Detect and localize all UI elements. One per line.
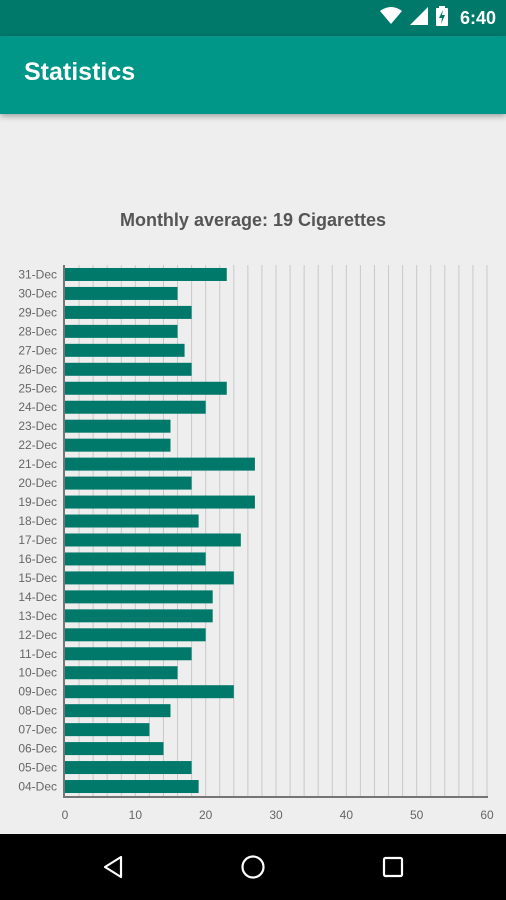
x-tick-label: 30: [269, 808, 283, 822]
bar: [65, 400, 206, 414]
category-label: 21-Dec: [18, 457, 57, 471]
bar: [65, 723, 150, 737]
category-label: 06-Dec: [18, 742, 57, 756]
category-label: 28-Dec: [18, 324, 57, 338]
bar: [65, 324, 178, 338]
bar: [65, 704, 171, 718]
bar: [65, 343, 185, 357]
bar: [65, 552, 206, 566]
category-label: 22-Dec: [18, 438, 57, 452]
category-label: 05-Dec: [18, 761, 57, 775]
x-tick-label: 10: [129, 808, 143, 822]
category-label: 23-Dec: [18, 419, 57, 433]
category-label: 26-Dec: [18, 362, 57, 376]
category-label: 14-Dec: [18, 590, 57, 604]
category-label: 31-Dec: [18, 267, 57, 281]
bar: [65, 476, 192, 490]
bar: [65, 571, 234, 585]
bar: [65, 533, 241, 547]
category-label: 08-Dec: [18, 704, 57, 718]
bar: [65, 590, 213, 604]
category-label: 17-Dec: [18, 533, 57, 547]
bar: [65, 609, 213, 623]
recents-button[interactable]: [373, 847, 413, 887]
bar: [65, 286, 178, 300]
back-icon: [103, 855, 123, 879]
category-label: 27-Dec: [18, 343, 57, 357]
app-bar: Statistics: [0, 36, 506, 114]
recents-icon: [382, 856, 404, 878]
signal-icon: [409, 6, 428, 30]
bar: [65, 305, 192, 319]
category-label: 12-Dec: [18, 628, 57, 642]
bar: [65, 457, 255, 471]
x-tick-label: 50: [410, 808, 424, 822]
wifi-icon: [379, 6, 402, 30]
x-tick-label: 40: [340, 808, 354, 822]
bar: [65, 780, 199, 794]
category-label: 16-Dec: [18, 552, 57, 566]
bar: [65, 362, 192, 376]
bar: [65, 381, 227, 395]
category-label: 07-Dec: [18, 723, 57, 737]
x-tick-label: 0: [62, 808, 69, 822]
category-label: 30-Dec: [18, 286, 57, 300]
navigation-bar: [0, 834, 506, 900]
x-tick-label: 20: [199, 808, 213, 822]
bar: [65, 685, 234, 699]
category-label: 25-Dec: [18, 381, 57, 395]
status-bar: 6:40: [0, 0, 506, 36]
category-label: 10-Dec: [18, 666, 57, 680]
category-label: 24-Dec: [18, 400, 57, 414]
bar: [65, 438, 171, 452]
back-button[interactable]: [93, 847, 133, 887]
home-icon: [241, 855, 265, 879]
category-label: 18-Dec: [18, 514, 57, 528]
category-label: 13-Dec: [18, 609, 57, 623]
bar: [65, 419, 171, 433]
category-label: 15-Dec: [18, 571, 57, 585]
category-label: 20-Dec: [18, 476, 57, 490]
category-label: 29-Dec: [18, 305, 57, 319]
bar: [65, 742, 164, 756]
home-button[interactable]: [233, 847, 273, 887]
bar: [65, 495, 255, 509]
page-title: Statistics: [24, 58, 136, 86]
status-time: 6:40: [459, 7, 496, 28]
bar: [65, 761, 192, 775]
monthly-average-label: Monthly average: 19 Cigarettes: [119, 210, 387, 230]
bar-chart: 31-Dec 30-Dec 29-Dec 28-Dec 27-Dec 26-Dec 25-D…: [18, 265, 494, 822]
category-label: 04-Dec: [18, 780, 57, 794]
category-label: 09-Dec: [18, 685, 57, 699]
bar: [65, 666, 178, 680]
x-tick-label: 60: [480, 808, 494, 822]
bar: [65, 514, 199, 528]
bar: [65, 267, 227, 281]
bar: [65, 628, 206, 642]
battery-charging-icon: [435, 5, 448, 31]
category-label: 11-Dec: [19, 647, 57, 661]
category-label: 19-Dec: [18, 495, 57, 509]
bar: [65, 647, 192, 661]
status-icons: 6:40: [379, 0, 496, 36]
